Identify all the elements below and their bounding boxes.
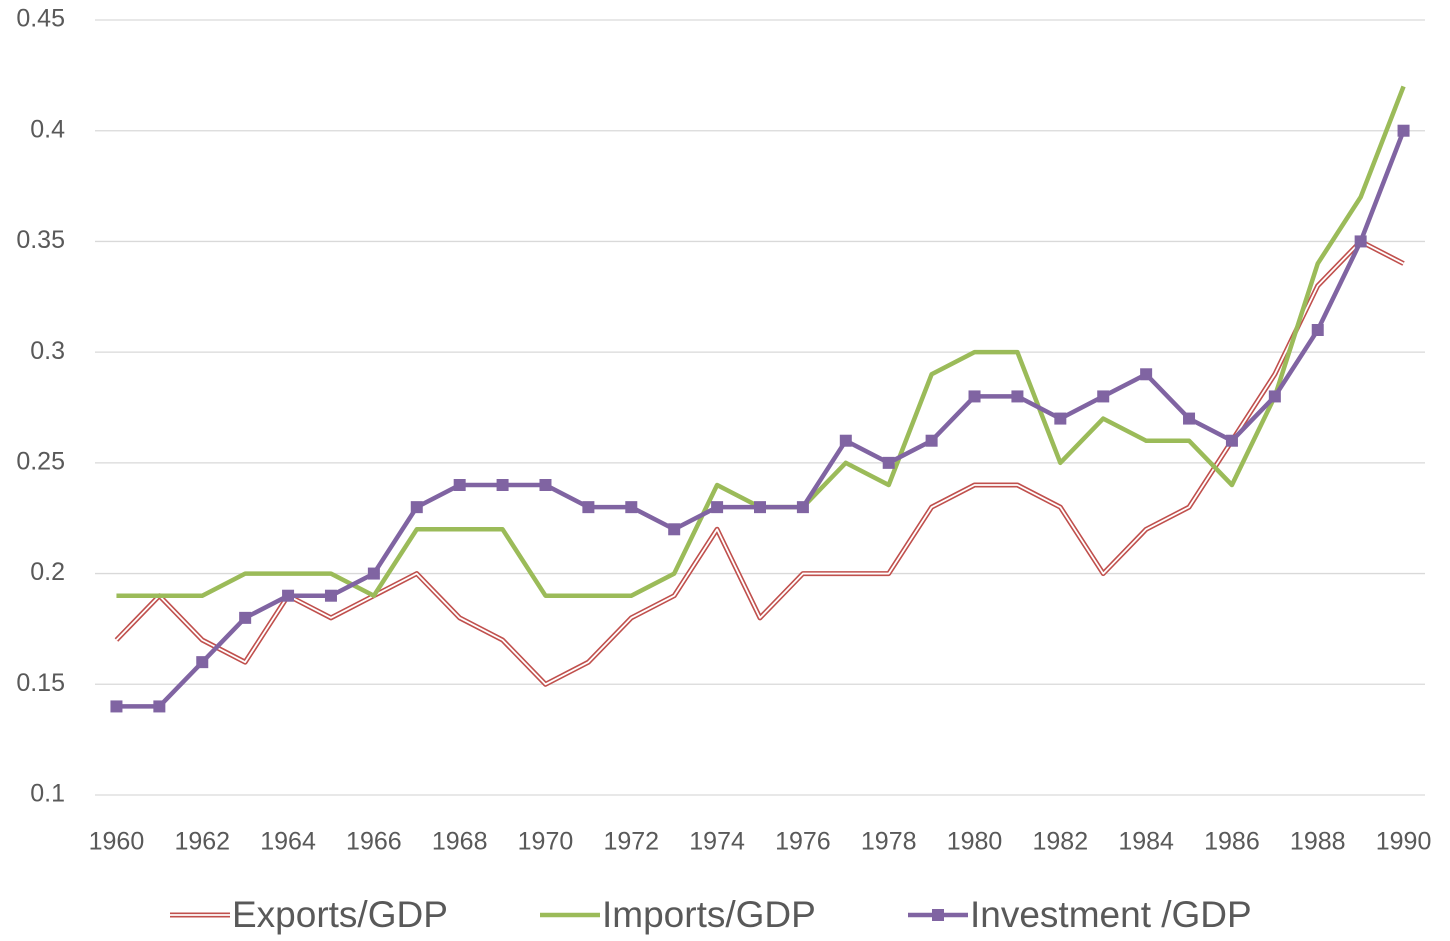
marker bbox=[153, 700, 166, 713]
marker bbox=[496, 479, 509, 491]
marker bbox=[968, 390, 981, 403]
marker bbox=[925, 434, 938, 447]
y-tick-label: 0.4 bbox=[30, 115, 65, 143]
x-tick-label: 1960 bbox=[89, 828, 145, 856]
legend-marker bbox=[932, 909, 944, 921]
x-tick-label: 1978 bbox=[861, 828, 917, 856]
marker bbox=[1268, 390, 1281, 403]
x-tick-label: 1970 bbox=[518, 828, 574, 856]
legend-label: Investment /GDP bbox=[970, 894, 1252, 935]
marker bbox=[1311, 324, 1324, 336]
legend-label: Imports/GDP bbox=[602, 894, 816, 935]
legend-label: Exports/GDP bbox=[232, 894, 448, 935]
x-tick-label: 1986 bbox=[1204, 828, 1260, 856]
y-tick-label: 0.3 bbox=[30, 337, 65, 365]
marker bbox=[754, 501, 766, 514]
x-tick-label: 1982 bbox=[1033, 828, 1089, 856]
marker bbox=[453, 479, 466, 491]
marker bbox=[539, 479, 552, 491]
marker bbox=[839, 434, 852, 447]
x-tick-label: 1966 bbox=[346, 828, 402, 856]
marker bbox=[196, 656, 209, 669]
marker bbox=[668, 523, 681, 536]
x-tick-label: 1964 bbox=[260, 828, 316, 856]
marker bbox=[239, 611, 252, 624]
y-tick-label: 0.1 bbox=[30, 780, 65, 808]
marker bbox=[1054, 412, 1067, 425]
x-tick-label: 1990 bbox=[1376, 828, 1432, 856]
x-tick-label: 1972 bbox=[603, 828, 659, 856]
y-tick-label: 0.35 bbox=[16, 226, 65, 254]
marker bbox=[796, 501, 809, 514]
x-tick-label: 1962 bbox=[174, 828, 230, 856]
marker bbox=[367, 567, 380, 580]
y-tick-label: 0.25 bbox=[16, 447, 65, 475]
marker bbox=[1225, 434, 1238, 447]
marker bbox=[711, 501, 724, 514]
x-tick-label: 1984 bbox=[1118, 828, 1174, 856]
y-tick-label: 0.15 bbox=[16, 669, 65, 697]
marker bbox=[1011, 390, 1024, 403]
marker bbox=[1354, 235, 1367, 248]
x-tick-label: 1988 bbox=[1290, 828, 1346, 856]
x-tick-label: 1976 bbox=[775, 828, 831, 856]
marker bbox=[1140, 368, 1153, 381]
y-tick-label: 0.45 bbox=[16, 5, 65, 33]
marker bbox=[882, 456, 895, 469]
line bbox=[116, 85, 1406, 598]
x-tick-label: 1968 bbox=[432, 828, 488, 856]
marker bbox=[625, 501, 638, 514]
marker bbox=[282, 589, 295, 602]
x-tick-label: 1974 bbox=[689, 828, 745, 856]
marker bbox=[110, 700, 123, 713]
marker bbox=[1097, 390, 1110, 403]
line-inner bbox=[115, 240, 1404, 686]
marker bbox=[1183, 412, 1196, 425]
marker bbox=[410, 501, 423, 514]
x-tick-label: 1980 bbox=[947, 828, 1003, 856]
y-tick-label: 0.2 bbox=[30, 558, 65, 586]
marker bbox=[1397, 124, 1410, 137]
marker bbox=[582, 501, 595, 514]
marker bbox=[324, 589, 337, 602]
